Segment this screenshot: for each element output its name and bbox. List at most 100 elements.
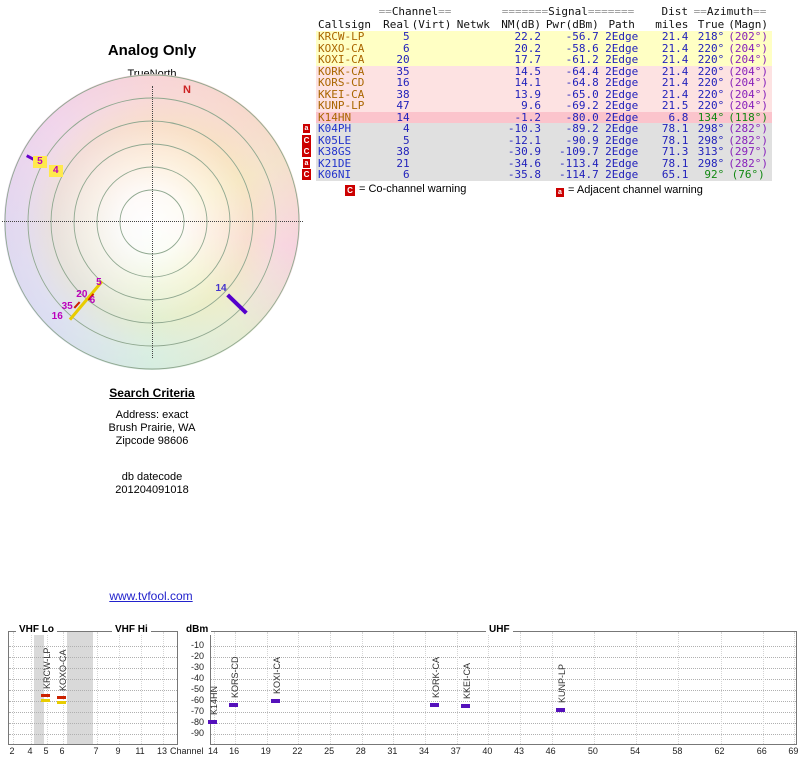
col-header-real: Real (383, 18, 410, 31)
cell-virt-k06ni (410, 169, 454, 181)
dbm-gridline (9, 668, 177, 669)
dbm-gridline (211, 690, 796, 691)
channel-tick-label: 50 (587, 746, 598, 756)
cell-magn-k05le: (282°) (728, 133, 769, 147)
dbm-gridline (211, 723, 796, 724)
cell-real-kkei-ca: 38 (396, 87, 410, 101)
cell-netwk-k14hn (453, 112, 493, 124)
cell-pwr-k14hn: -80.0 (565, 110, 599, 124)
table-column-header-row: Callsign Real (Virt) Netwk NM(dB) Pwr(dB… (316, 18, 772, 31)
channel-tick-label: 25 (324, 746, 335, 756)
cell-miles-koxo-ca: 21.4 (661, 41, 689, 55)
search-zipcode-line: Zipcode 98606 (115, 435, 189, 447)
dbm-gridline (211, 657, 796, 658)
cell-nm-kunp-lp: 9.6 (521, 99, 542, 112)
search-criteria-block: Search Criteria Address: exact Brush Pra… (32, 386, 272, 497)
radar-crosshair-vertical (152, 86, 153, 358)
cell-true-k04ph: 298° (697, 122, 725, 135)
magnetic-north-marker: N (183, 84, 191, 96)
signal-marker-krcw-lp (41, 694, 50, 698)
cell-true-kors-cd: 220° (697, 76, 725, 89)
station-row-koxi-ca: KOXI-CA 20 17.7 -61.2 2Edge 21.4 220° (204°) (316, 54, 772, 66)
radar-channel-label-35: 35 (61, 300, 73, 312)
cell-virt-koxi-ca (410, 54, 454, 66)
cell-true-koxi-ca: 220° (697, 53, 725, 66)
cell-path-krcw-lp: 2Edge (605, 30, 639, 43)
channel-tick-label: 7 (93, 746, 99, 756)
cell-pwr-k21de: -113.4 (559, 156, 599, 170)
dbm-tick-label: -90 (190, 728, 204, 738)
station-label-kors-cd: KORS-CD (230, 656, 241, 699)
dbm-tick-label: -40 (190, 673, 204, 683)
cell-miles-k04ph: 78.1 (661, 122, 689, 135)
channel-tick-label: 43 (514, 746, 525, 756)
radar-spoke-mark (226, 293, 248, 315)
signal-marker-koxi-ca (271, 699, 281, 704)
cell-virt-k38gs (410, 146, 454, 158)
cell-miles-k21de: 78.1 (661, 156, 689, 170)
station-row-k21de: a K21DE 21 -34.6 -113.4 2Edge 78.1 298° (282°) (303, 156, 772, 170)
signal-marker-kork-ca (429, 702, 439, 707)
cell-nm-krcw-lp: 22.2 (514, 30, 542, 43)
cell-true-krcw-lp: 218° (697, 30, 725, 43)
cell-nm-k05le: -12.1 (507, 133, 542, 147)
channel-gridline (119, 632, 120, 744)
tvfool-link[interactable]: www.tvfool.com (109, 589, 193, 603)
cell-path-kunp-lp: 2Edge (605, 99, 639, 112)
radar-overlay: N 5 4 5 20 6 35 16 14 (4, 74, 300, 370)
channel-gridline (47, 632, 48, 744)
dbm-gridline (211, 668, 796, 669)
legend-co-channel-text: = Co-channel warning (359, 183, 467, 195)
radar-channel-label-6: 6 (89, 295, 96, 307)
channel-gridline (794, 632, 796, 744)
channel-gridline (551, 632, 553, 744)
signal-strength-chart: VHF Lo VHF Hi dBm UHF Channel -10 -20 -30-… (0, 622, 800, 768)
cell-nm-kork-ca: 14.5 (514, 64, 542, 78)
channel-tick-label: 22 (292, 746, 303, 756)
cell-netwk-k06ni (453, 169, 493, 181)
dbm-gridline (211, 701, 796, 702)
cell-nm-k14hn: -1.2 (514, 110, 542, 124)
station-row-k05le: C K05LE 5 -12.1 -90.9 2Edge 78.1 298° (282°) (302, 133, 772, 147)
search-address-line: Address: exact (115, 409, 189, 421)
cell-pwr-k05le: -90.9 (565, 133, 599, 147)
cell-miles-kors-cd: 21.4 (661, 76, 689, 89)
channel-tick-label: 6 (59, 746, 65, 756)
cell-nm-k04ph: -10.3 (507, 122, 542, 135)
cell-pwr-koxo-ca: -58.6 (565, 41, 599, 55)
channel-tick-label: 34 (419, 746, 430, 756)
cell-virt-k05le (410, 135, 454, 147)
cell-pwr-kunp-lp: -69.2 (565, 99, 599, 112)
cell-virt-kkei-ca (410, 89, 454, 101)
cell-netwk-kkei-ca (453, 89, 493, 101)
dbm-gridline (9, 723, 177, 724)
cell-true-k06ni: 92° (704, 168, 725, 181)
channel-tick-label: 69 (788, 746, 799, 756)
cell-true-kkei-ca: 220° (697, 87, 725, 101)
cell-magn-k04ph: (282°) (728, 122, 769, 135)
cell-netwk-kunp-lp (453, 100, 493, 112)
col-header-magn: (Magn) (728, 18, 769, 31)
band-label-vhf-hi: VHF Hi (112, 624, 151, 635)
cell-nm-koxi-ca: 17.7 (514, 53, 542, 66)
cell-magn-k38gs: (297°) (728, 145, 769, 158)
co-channel-warning-flag: C (302, 134, 311, 146)
dbm-tick-label: -10 (190, 640, 204, 650)
cell-miles-kunp-lp: 21.5 (661, 99, 689, 112)
dbm-tick-label: -70 (190, 706, 204, 716)
station-label-kork-ca: KORK-CA (430, 656, 441, 698)
band-label-vhf-lo: VHF Lo (16, 624, 57, 635)
table-rows: KRCW-LP 5 22.2 -56.7 2Edge 21.4 218° (202°) KOXO… (302, 30, 772, 181)
cell-path-kkei-ca: 2Edge (605, 87, 639, 101)
dbm-gridline (9, 712, 177, 713)
cell-real-k21de: 21 (396, 156, 410, 170)
cell-magn-koxi-ca: (204°) (728, 53, 769, 66)
station-label-koxo-ca: KOXO-CA (58, 649, 68, 692)
cell-real-k06ni: 6 (402, 168, 410, 181)
channel-gridline (163, 632, 164, 744)
dbm-tick-label: -80 (190, 717, 204, 727)
station-row-kunp-lp: KUNP-LP 47 9.6 -69.2 2Edge 21.5 220° (204°) (316, 100, 772, 112)
cell-callsign-k06ni: K06NI (318, 168, 352, 181)
channel-gridline (488, 632, 490, 744)
station-table: ==Channel== =======Signal======= Dist ==… (302, 5, 772, 181)
